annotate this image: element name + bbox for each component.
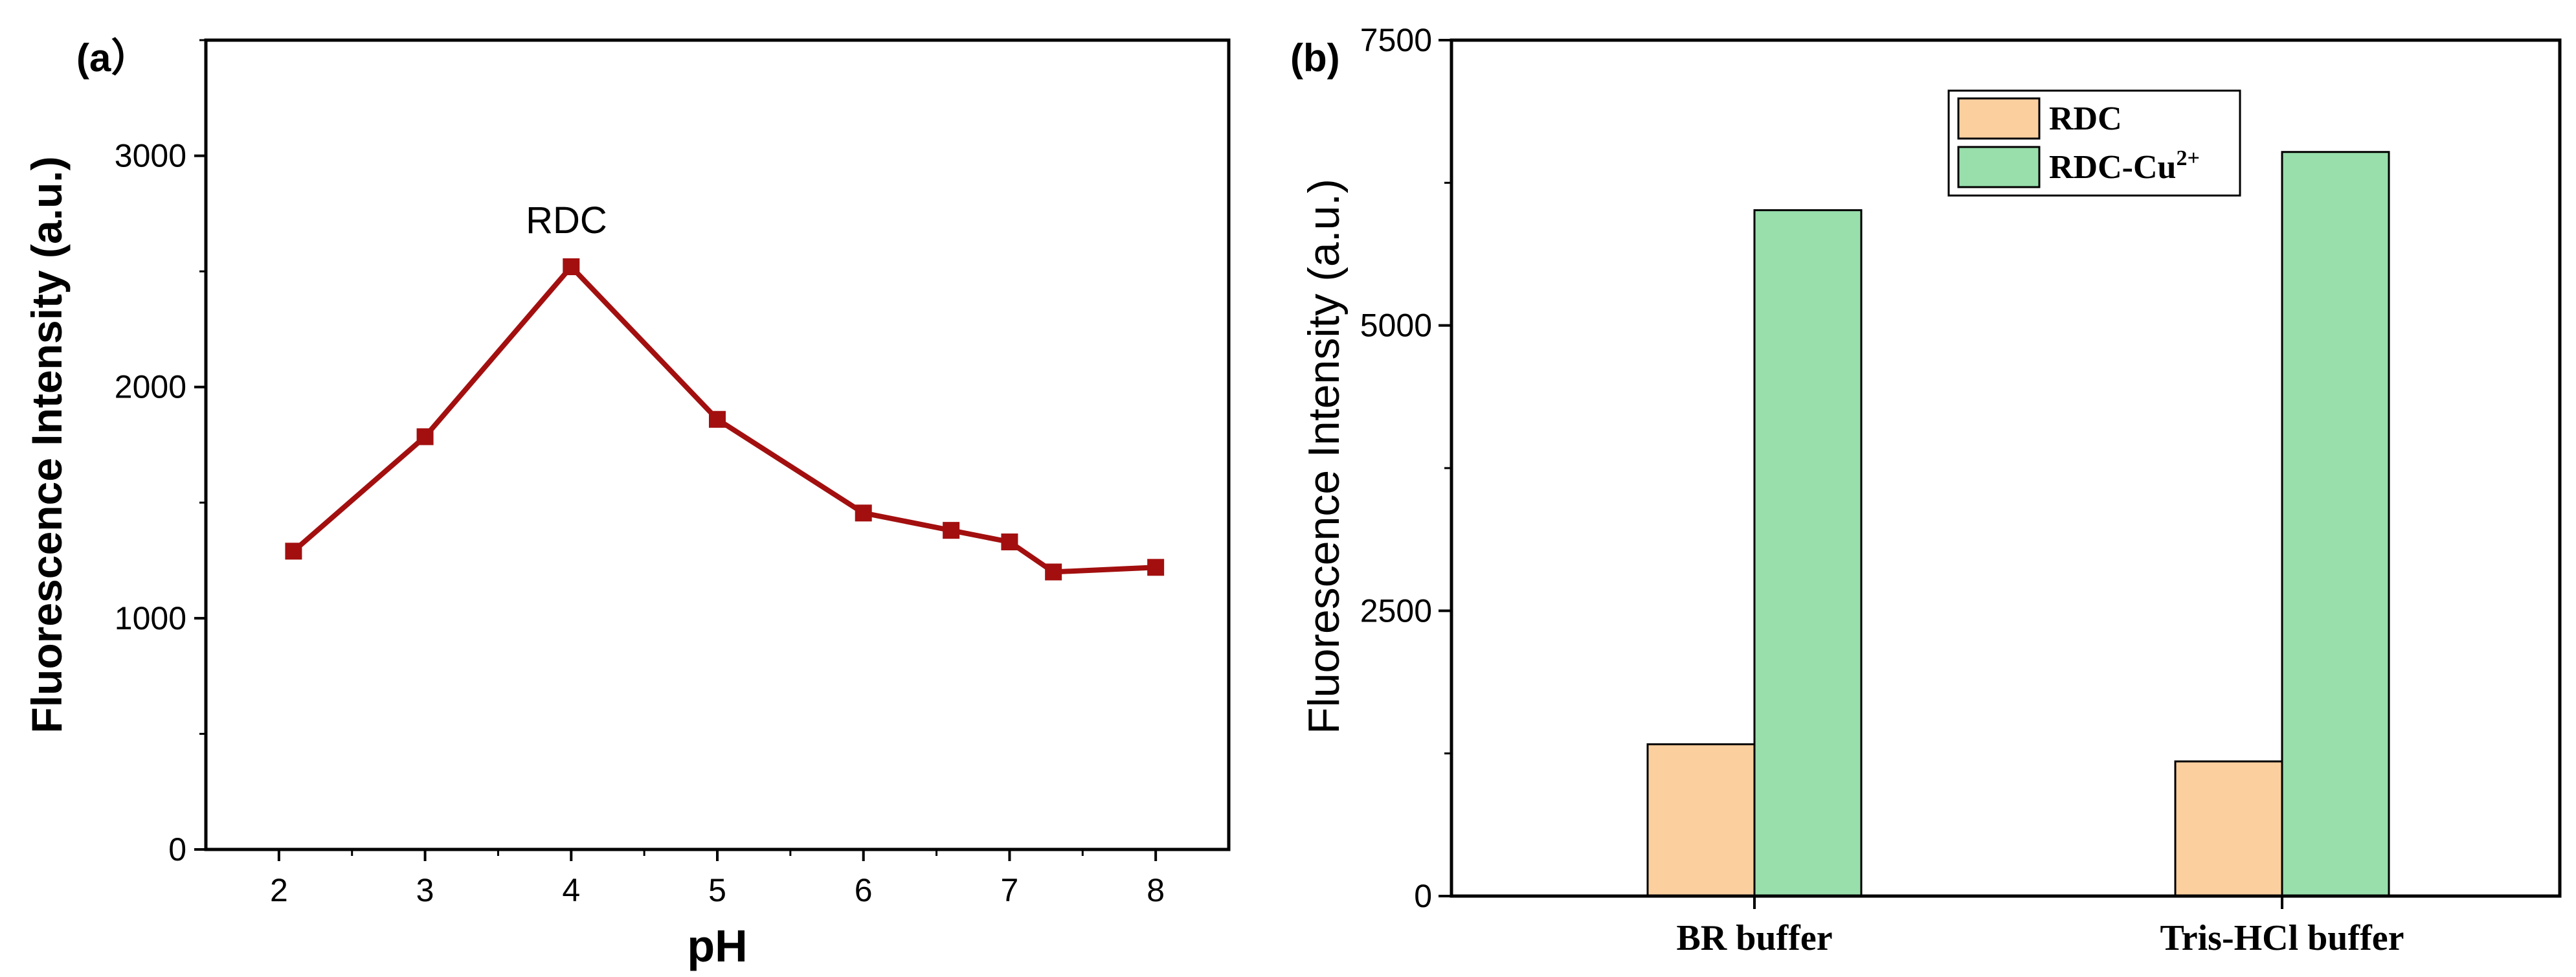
data-point (416, 428, 434, 445)
panel-b-label: (b) (1290, 36, 1340, 80)
panel-a-line-chart: (a） 2 3 4 5 6 7 8 0 1000 2000 3000 RDC pH Fluoresc… (23, 36, 1231, 971)
bar (1753, 209, 1863, 897)
panel-a-frame (204, 38, 1231, 851)
x-tick-label: 8 (1147, 872, 1165, 908)
legend-label-rdc-cu-superscript: 2+ (2176, 146, 2199, 170)
panel-a-series (285, 258, 1165, 581)
legend-label-rdc: RDC (2049, 100, 2122, 137)
legend-label-rdc-cu-base: RDC-Cu (2049, 149, 2176, 186)
data-point (563, 258, 580, 275)
panel-a-ticks: 2 3 4 5 6 7 8 0 1000 2000 3000 (115, 39, 1165, 908)
x-tick-label: 7 (1001, 872, 1019, 908)
legend-swatch-rdc (1957, 97, 2041, 140)
y-tick-label: 2000 (115, 369, 186, 405)
y-tick-label: 1000 (115, 600, 186, 636)
x-category-label: Tris-HCl buffer (2160, 918, 2404, 958)
data-point (943, 522, 960, 539)
x-tick-label: 5 (708, 872, 726, 908)
panel-b-bar-chart: (b) 0 2500 5000 7500 BR buffer Tris-HCl buffe… (1290, 22, 2562, 958)
data-point (285, 543, 302, 560)
y-tick-label: 0 (168, 831, 186, 868)
x-category-label: BR buffer (1676, 918, 1832, 958)
panel-b-ticks: 0 2500 5000 7500 BR buffer Tris-HCl buffer (1360, 22, 2404, 958)
panel-a-x-axis-label: pH (687, 921, 747, 971)
panel-a-label: (a） (76, 36, 150, 80)
panel-b-bars (1646, 151, 2390, 897)
legend-swatch-rdc-cu (1957, 146, 2041, 188)
x-tick-label: 2 (270, 872, 288, 908)
data-point (1045, 563, 1062, 581)
bar (2281, 151, 2390, 897)
y-tick-label: 0 (1414, 878, 1432, 914)
bar (1646, 743, 1756, 897)
data-point (1147, 559, 1165, 576)
y-tick-label: 7500 (1360, 22, 1432, 58)
y-tick-label: 2500 (1360, 592, 1432, 629)
y-tick-label: 5000 (1360, 308, 1432, 344)
data-point (855, 504, 872, 522)
panel-a-y-axis-label: Fluorescence Intensity (a.u.) (23, 156, 71, 733)
panel-a-annotation: RDC (526, 199, 607, 241)
panel-b-y-axis-label: Fluorescence Intensity (a.u.) (1299, 179, 1349, 734)
bar (2174, 760, 2283, 897)
data-point (1001, 533, 1018, 550)
x-tick-label: 6 (855, 872, 873, 908)
y-tick-label: 3000 (115, 138, 186, 174)
x-tick-label: 3 (416, 872, 434, 908)
panel-b-frame (1450, 38, 2562, 898)
legend-label-rdc-cu: RDC-Cu2+ (2049, 146, 2200, 186)
x-tick-label: 4 (562, 872, 580, 908)
data-point (709, 410, 726, 428)
panel-b-legend: RDC RDC-Cu2+ (1947, 89, 2241, 197)
